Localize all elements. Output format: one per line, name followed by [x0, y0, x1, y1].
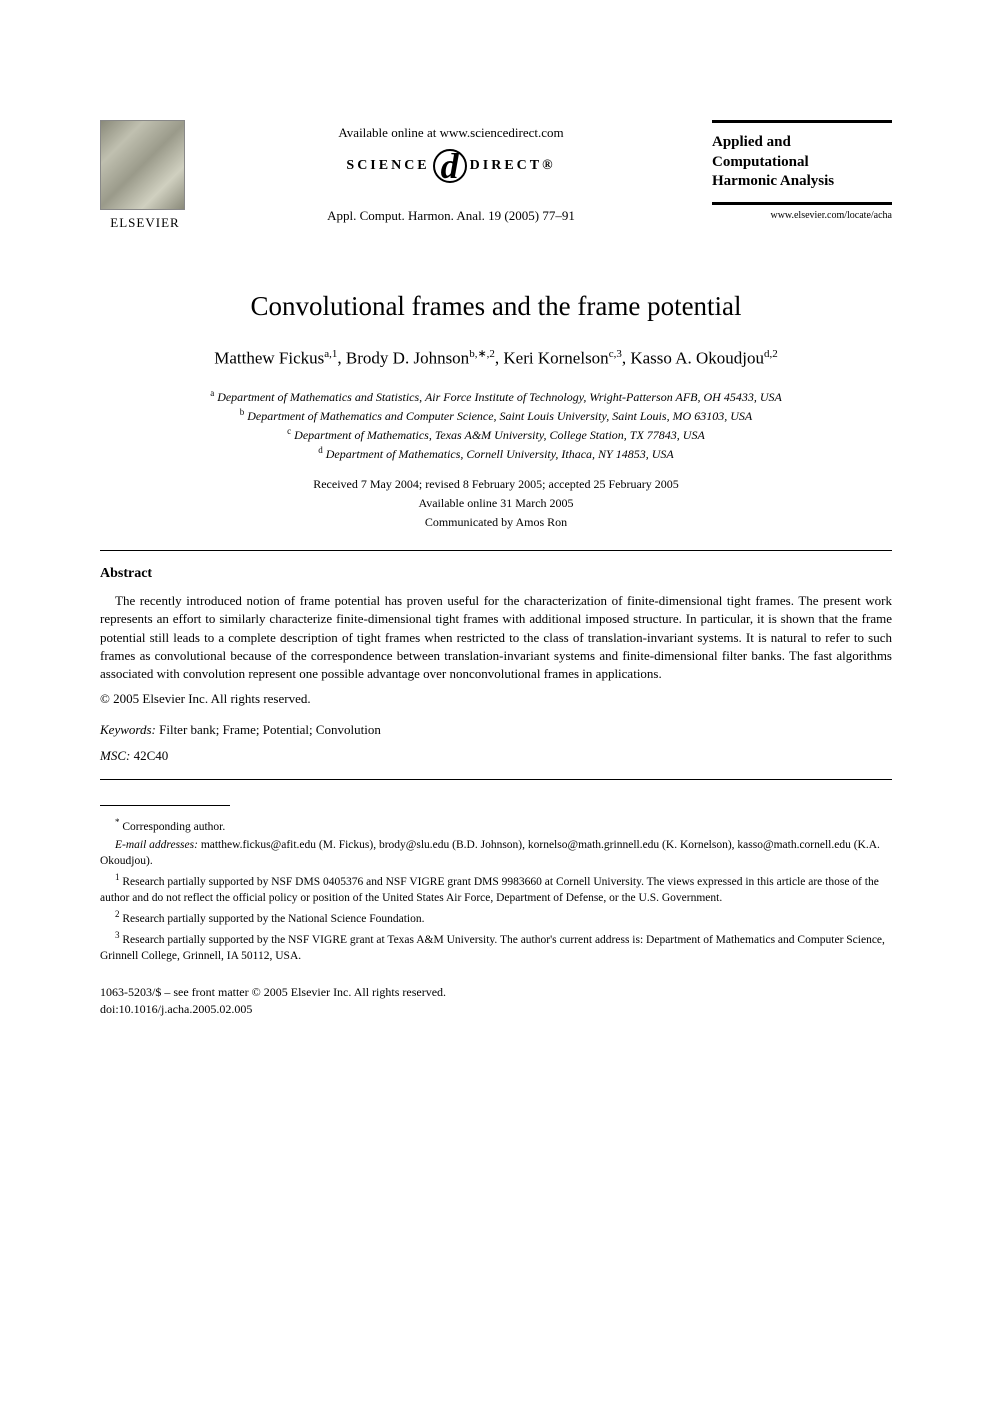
aff-c: Department of Mathematics, Texas A&M Uni…: [294, 428, 705, 442]
journal-line1: Applied and: [712, 133, 892, 153]
dates: Received 7 May 2004; revised 8 February …: [100, 475, 892, 533]
author-3: Keri Kornelson: [503, 349, 608, 368]
abstract-body: The recently introduced notion of frame …: [100, 592, 892, 683]
communicated-by: Communicated by Amos Ron: [100, 513, 892, 532]
keywords-value: Filter bank; Frame; Potential; Convoluti…: [159, 722, 381, 737]
email-label: E-mail addresses:: [115, 839, 198, 851]
footnotes: * Corresponding author. E-mail addresses…: [100, 816, 892, 964]
email-text: matthew.fickus@afit.edu (M. Fickus), bro…: [100, 839, 880, 867]
footnote-divider: [100, 805, 230, 806]
journal-name: Applied and Computational Harmonic Analy…: [712, 120, 892, 205]
journal-line3: Harmonic Analysis: [712, 172, 892, 192]
fn-corr-sup: *: [115, 817, 120, 827]
aff-d: Department of Mathematics, Cornell Unive…: [326, 447, 674, 461]
fn2-sup: 2: [115, 909, 120, 919]
abstract-copyright: © 2005 Elsevier Inc. All rights reserved…: [100, 691, 892, 707]
journal-url: www.elsevier.com/locate/acha: [712, 210, 892, 221]
sd-right: DIRECT®: [470, 158, 556, 174]
author-3-sup: c,3: [609, 348, 622, 360]
affiliations: a Department of Mathematics and Statisti…: [100, 387, 892, 463]
fn3-text: Research partially supported by the NSF …: [100, 934, 885, 962]
front-matter: 1063-5203/$ – see front matter © 2005 El…: [100, 984, 892, 1001]
footnote-corr: * Corresponding author.: [100, 816, 892, 835]
msc-label: MSC:: [100, 748, 130, 763]
elsevier-text: ELSEVIER: [100, 215, 190, 231]
fn2-text: Research partially supported by the Nati…: [122, 913, 424, 925]
sd-d-icon: d: [433, 149, 467, 183]
author-4: Kasso A. Okoudjou: [630, 349, 764, 368]
fn1-text: Research partially supported by NSF DMS …: [100, 876, 879, 904]
authors: Matthew Fickusa,1, Brody D. Johnsonb,∗,2…: [100, 347, 892, 369]
journal-line2: Computational: [712, 153, 892, 173]
msc: MSC: 42C40: [100, 748, 892, 764]
online-date: Available online 31 March 2005: [100, 494, 892, 513]
citation: Appl. Comput. Harmon. Anal. 19 (2005) 77…: [190, 208, 712, 224]
abstract-heading: Abstract: [100, 566, 892, 582]
sd-left: SCIENCE: [346, 158, 429, 174]
divider-top: [100, 550, 892, 551]
footnote-2: 2 Research partially supported by the Na…: [100, 908, 892, 927]
footnote-1: 1 Research partially supported by NSF DM…: [100, 871, 892, 906]
aff-a-sup: a: [210, 388, 214, 398]
available-online: Available online at www.sciencedirect.co…: [190, 125, 712, 141]
doi: doi:10.1016/j.acha.2005.02.005: [100, 1001, 892, 1018]
header-row: ELSEVIER Available online at www.science…: [100, 120, 892, 231]
received-date: Received 7 May 2004; revised 8 February …: [100, 475, 892, 494]
fn1-sup: 1: [115, 872, 120, 882]
fn-corr-text: Corresponding author.: [122, 821, 225, 833]
keywords: Keywords: Filter bank; Frame; Potential;…: [100, 722, 892, 738]
aff-b-sup: b: [240, 407, 245, 417]
author-4-sup: d,2: [764, 348, 778, 360]
aff-a: Department of Mathematics and Statistics…: [217, 390, 782, 404]
journal-block: Applied and Computational Harmonic Analy…: [712, 120, 892, 221]
footnote-email: E-mail addresses: matthew.fickus@afit.ed…: [100, 837, 892, 869]
keywords-label: Keywords:: [100, 722, 156, 737]
divider-bottom: [100, 779, 892, 780]
science-direct-logo: SCIENCE d DIRECT®: [190, 149, 712, 183]
aff-b: Department of Mathematics and Computer S…: [247, 409, 752, 423]
footer: 1063-5203/$ – see front matter © 2005 El…: [100, 984, 892, 1018]
author-1-sup: a,1: [324, 348, 337, 360]
fn3-sup: 3: [115, 930, 120, 940]
msc-value: 42C40: [134, 748, 169, 763]
author-1: Matthew Fickus: [214, 349, 324, 368]
aff-d-sup: d: [318, 445, 323, 455]
aff-c-sup: c: [287, 426, 291, 436]
author-2: Brody D. Johnson: [346, 349, 469, 368]
footnote-3: 3 Research partially supported by the NS…: [100, 929, 892, 964]
elsevier-block: ELSEVIER: [100, 120, 190, 231]
author-2-sup: b,∗,2: [469, 348, 495, 360]
paper-title: Convolutional frames and the frame poten…: [100, 291, 892, 322]
elsevier-logo-icon: [100, 120, 185, 210]
center-header: Available online at www.sciencedirect.co…: [190, 120, 712, 224]
